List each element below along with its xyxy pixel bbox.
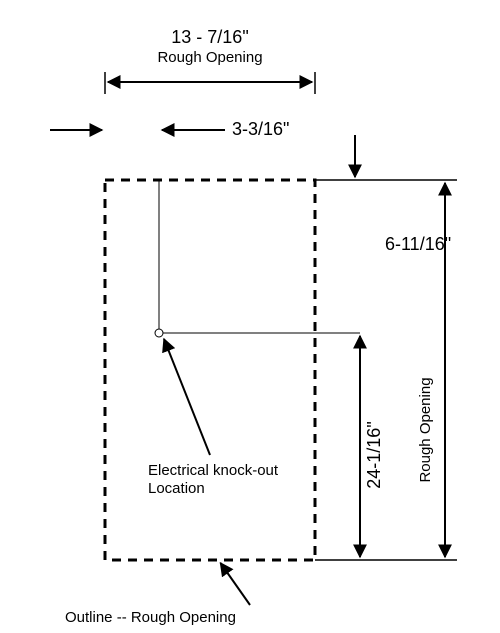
inner-height-value: 24-1/16" — [364, 421, 384, 488]
knockout-label-1: Electrical knock-out — [148, 462, 279, 479]
width-dimension-sub: Rough Opening — [157, 49, 262, 66]
knockout-circle — [155, 329, 163, 337]
inner-x-value: 3-3/16" — [232, 119, 289, 139]
outline-label: Outline -- Rough Opening — [65, 609, 236, 626]
height-dimension-sub: Rough Opening — [417, 377, 434, 482]
rough-opening-diagram: 13 - 7/16" Rough Opening 3-3/16" 6-11/16… — [0, 0, 500, 633]
height-top-value: 6-11/16" — [385, 234, 451, 254]
width-dimension-value: 13 - 7/16" — [171, 27, 248, 47]
outline-pointer — [221, 563, 251, 605]
knockout-label-2: Location — [148, 480, 205, 497]
knockout-pointer — [164, 339, 210, 455]
rough-opening-outline — [105, 180, 315, 560]
